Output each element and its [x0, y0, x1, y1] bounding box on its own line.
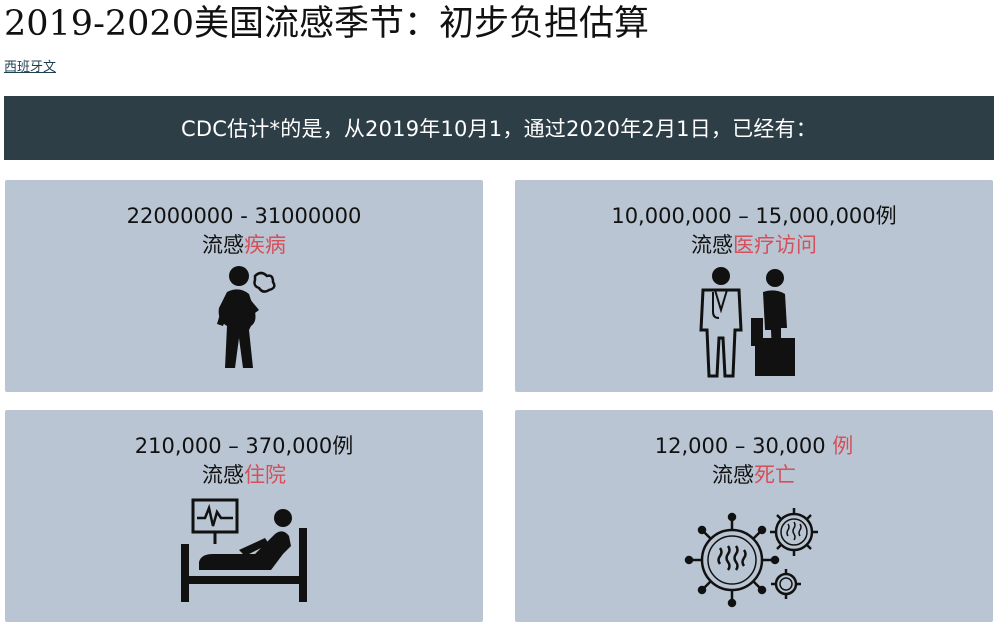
deaths-label: 流感死亡	[515, 460, 993, 490]
page-title: 2019-2020美国流感季节：初步负担估算	[4, 4, 649, 44]
illnesses-card: 22000000 - 31000000 流感疾病	[5, 180, 483, 392]
deaths-label-prefix: 流感	[712, 463, 754, 487]
medical-visits-card: 10,000,000 – 15,000,000例 流感医疗访问	[515, 180, 993, 392]
hospitalizations-label-highlight: 住院	[244, 463, 286, 487]
medical-visits-label: 流感医疗访问	[515, 230, 993, 260]
estimate-banner: CDC估计*的是，从2019年10月1，通过2020年2月1日，已经有：	[4, 96, 994, 160]
sick-person-coughing-icon	[217, 266, 276, 368]
hospitalizations-stat-value: 210,000 – 370,000例	[134, 434, 354, 458]
illnesses-stat: 22000000 - 31000000	[5, 202, 483, 230]
virus-icon	[684, 508, 818, 608]
medical-visits-stat-value: 10,000,000 – 15,000,000例	[611, 204, 897, 228]
illnesses-label-highlight: 疾病	[244, 233, 286, 257]
hospitalizations-card: 210,000 – 370,000例 流感住院	[5, 410, 483, 622]
deaths-stat: 12,000 – 30,000 例	[515, 432, 993, 460]
medical-visits-label-prefix: 流感	[691, 233, 733, 257]
hospitalizations-stat: 210,000 – 370,000例	[5, 432, 483, 460]
deaths-stat-value: 12,000 – 30,000	[654, 434, 833, 458]
hospital-bed-icon	[181, 498, 307, 602]
deaths-label-highlight: 死亡	[754, 463, 796, 487]
deaths-card: 12,000 – 30,000 例 流感死亡	[515, 410, 993, 622]
medical-visits-stat: 10,000,000 – 15,000,000例	[515, 202, 993, 230]
spanish-language-link[interactable]: 西班牙文	[4, 60, 57, 75]
illnesses-label: 流感疾病	[5, 230, 483, 260]
illnesses-label-prefix: 流感	[202, 233, 244, 257]
hospitalizations-label-prefix: 流感	[202, 463, 244, 487]
doctor-patient-icon	[699, 267, 795, 378]
illnesses-stat-value: 22000000 - 31000000	[126, 204, 362, 228]
medical-visits-label-highlight: 医疗访问	[733, 233, 817, 257]
deaths-stat-suffix: 例	[832, 434, 854, 458]
hospitalizations-label: 流感住院	[5, 460, 483, 490]
